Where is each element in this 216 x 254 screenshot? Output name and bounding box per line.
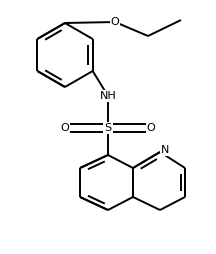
- Text: S: S: [105, 123, 111, 133]
- Text: O: O: [61, 123, 69, 133]
- Text: NH: NH: [100, 91, 116, 101]
- Text: O: O: [111, 17, 119, 27]
- Text: N: N: [161, 145, 169, 155]
- Text: O: O: [147, 123, 155, 133]
